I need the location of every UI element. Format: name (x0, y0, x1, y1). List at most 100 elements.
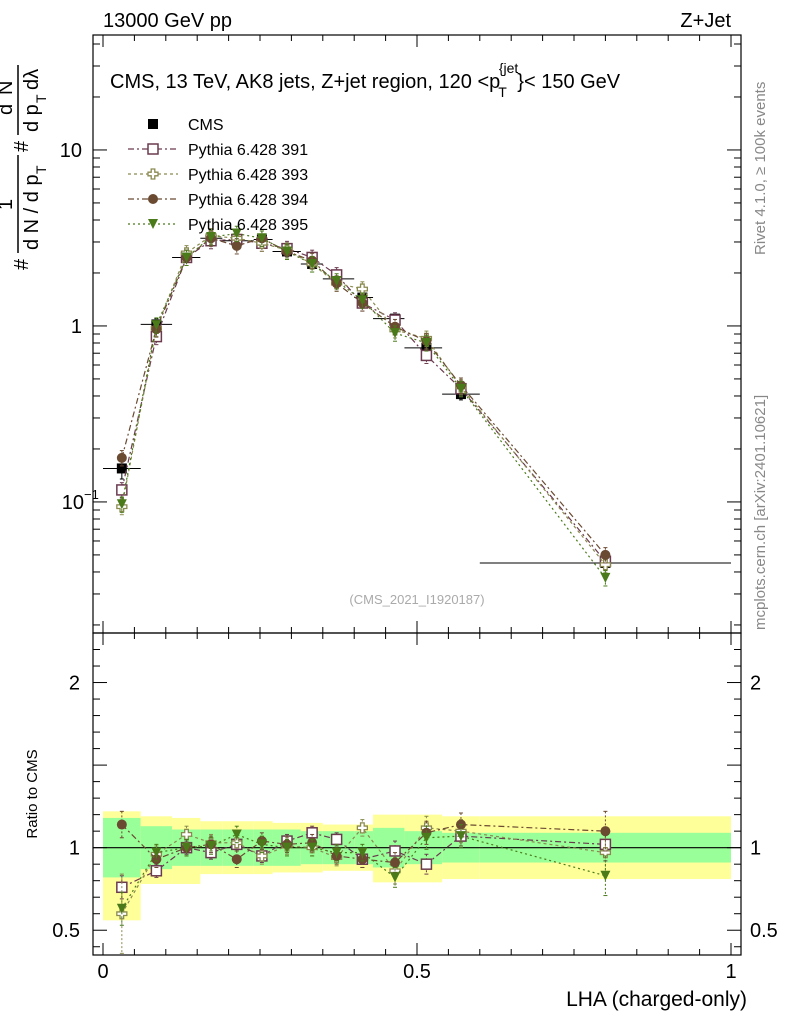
svg-text:dλ: dλ (21, 69, 43, 90)
series-pythia-6-428-394-ratio-point (357, 854, 368, 865)
svg-text:d: d (0, 104, 17, 115)
series-pythia-6-428-395-ratio-point (421, 832, 432, 843)
ratio-y-tick-label-right: 2 (750, 673, 761, 695)
legend: CMS Pythia 6.428 391 Pythia 6.428 393 Pythi… (128, 117, 308, 234)
series-pythia-6-428-395-ratio-point (331, 847, 342, 858)
svg-text:#: # (11, 258, 33, 270)
series-pythia-6-428-393-ratio-point (356, 822, 369, 834)
y-tick-label: 10 (60, 140, 82, 162)
ratio-y-tick-label: 0.5 (52, 920, 80, 942)
y-tick-label-exponent: −1 (84, 487, 99, 502)
series-pythia-6-428-395-point (331, 276, 342, 287)
series-pythia-6-428-394-point (116, 452, 127, 463)
legend-label: Pythia 6.428 391 (188, 142, 308, 159)
rivet-label: Rivet 4.1.0, ≥ 100k events (752, 82, 769, 255)
main-y-axis-label: # d N / d p T 1 # d p T dλ d 2 N (0, 65, 49, 270)
ratio-bands (93, 811, 741, 921)
svg-text:d p: d p (21, 104, 43, 132)
svg-text:2: 2 (0, 96, 3, 103)
series-pythia-6-428-395-point (357, 295, 368, 306)
ratio-y-tick-label: 2 (69, 673, 80, 695)
series-pythia-6-428-395-point (390, 328, 401, 339)
x-tick-label: 0 (97, 961, 108, 983)
main-series (103, 225, 731, 587)
series-pythia-6-428-395-ratio-point (256, 839, 267, 850)
series-pythia-6-428-395-ratio-point (181, 842, 192, 853)
series-pythia-6-428-395-ratio-point (231, 829, 242, 840)
svg-text:CMS, 13 TeV, AK8 jets, Z+jet r: CMS, 13 TeV, AK8 jets, Z+jet region, 120… (110, 60, 621, 100)
svg-text:#: # (11, 140, 33, 152)
legend-marker-cms (148, 119, 158, 129)
series-pythia-6-428-391-ratio-point (150, 865, 163, 877)
series-pythia-6-428-395-point (256, 233, 267, 244)
svg-text:N: N (0, 81, 17, 95)
y-tick-label: 1 (71, 316, 82, 338)
cms-data-point (116, 463, 127, 474)
series-pythia-6-428-395-ratio-point (390, 872, 401, 883)
series-pythia-6-428-395-ratio-point (206, 841, 217, 852)
x-tick-label: 1 (725, 961, 736, 983)
legend-label: Pythia 6.428 393 (188, 167, 308, 184)
series-pythia-6-428-395-point (206, 232, 217, 243)
y-tick-label: 10 (62, 492, 84, 514)
x-axis-label: LHA (charged-only) (566, 988, 747, 1011)
analysis-id: (CMS_2021_I1920187) (349, 592, 484, 607)
series-pythia-6-428-394-ratio-point (231, 854, 242, 865)
series-pythia-6-428-395-point (151, 320, 162, 331)
series-pythia-6-428-391-point (420, 349, 433, 362)
series-pythia-6-428-395-ratio-point (307, 842, 318, 853)
svg-text:T: T (33, 94, 49, 103)
svg-text:1: 1 (0, 199, 17, 210)
series-pythia-6-428-395-point (116, 499, 127, 510)
ratio-y-tick-label-right: 1 (750, 838, 761, 860)
series-pythia-6-428-395-ratio-line (121, 833, 606, 910)
plot-title: CMS, 13 TeV, AK8 jets, Z+jet region, 120… (110, 60, 621, 100)
energy-label: 13000 GeV pp (103, 10, 232, 32)
series-pythia-6-428-391-line (121, 238, 606, 562)
series-pythia-6-428-391-ratio-point (420, 858, 433, 870)
series-pythia-6-428-391-ratio-point (389, 845, 401, 857)
ratio-y-axis-label: Ratio to CMS (24, 749, 41, 838)
series-pythia-6-428-395-point (455, 383, 466, 394)
series-pythia-6-428-395-ratio-point (357, 847, 368, 858)
legend-marker (147, 168, 159, 180)
series-pythia-6-428-391-ratio-point (330, 833, 343, 846)
series-pythia-6-428-395-point (282, 246, 293, 257)
axis-ticks (93, 35, 741, 955)
series-pythia-6-428-391-point (116, 484, 128, 496)
series-pythia-6-428-395-point (181, 252, 192, 263)
legend-label-cms: CMS (188, 117, 224, 134)
series-pythia-6-428-393-ratio-point (256, 850, 268, 862)
series-pythia-6-428-395-ratio-point (151, 847, 162, 858)
series-pythia-6-428-395-point (231, 228, 242, 239)
legend-label: Pythia 6.428 395 (188, 217, 308, 234)
ratio-y-tick-label: 1 (69, 838, 80, 860)
series-pythia-6-428-395-point (600, 572, 611, 583)
series-pythia-6-428-395-ratio-point (282, 842, 293, 853)
series-pythia-6-428-395-point (307, 258, 318, 269)
series-pythia-6-428-394-ratio-point (390, 857, 401, 868)
legend-marker (147, 143, 159, 155)
series-pythia-6-428-393-point (356, 283, 369, 295)
mcplots-label: mcplots.cern.ch [arXiv:2401.10621] (752, 395, 769, 630)
series-pythia-6-428-394-point (231, 240, 242, 251)
series-pythia-6-428-394-point (600, 549, 611, 560)
svg-text:d N / d p: d N / d p (21, 174, 43, 250)
series-pythia-6-428-395-point (421, 338, 432, 349)
series-pythia-6-428-395-ratio-point (600, 870, 611, 881)
ratio-series (116, 810, 612, 954)
legend-label: Pythia 6.428 394 (188, 192, 308, 209)
legend-marker (148, 194, 158, 204)
svg-text:T: T (33, 165, 49, 174)
series-pythia-6-428-394-ratio-point (116, 819, 127, 830)
series-pythia-6-428-395-ratio-point (116, 903, 127, 914)
x-tick-label: 0.5 (403, 961, 431, 983)
series-pythia-6-428-395-ratio-point (455, 831, 466, 842)
process-label: Z+Jet (680, 10, 731, 32)
series-pythia-6-428-394-ratio-point (600, 826, 611, 837)
ratio-y-tick-label-right: 0.5 (750, 920, 778, 942)
ratio-plot-frame (92, 632, 742, 956)
series-pythia-6-428-394-line (121, 237, 606, 556)
